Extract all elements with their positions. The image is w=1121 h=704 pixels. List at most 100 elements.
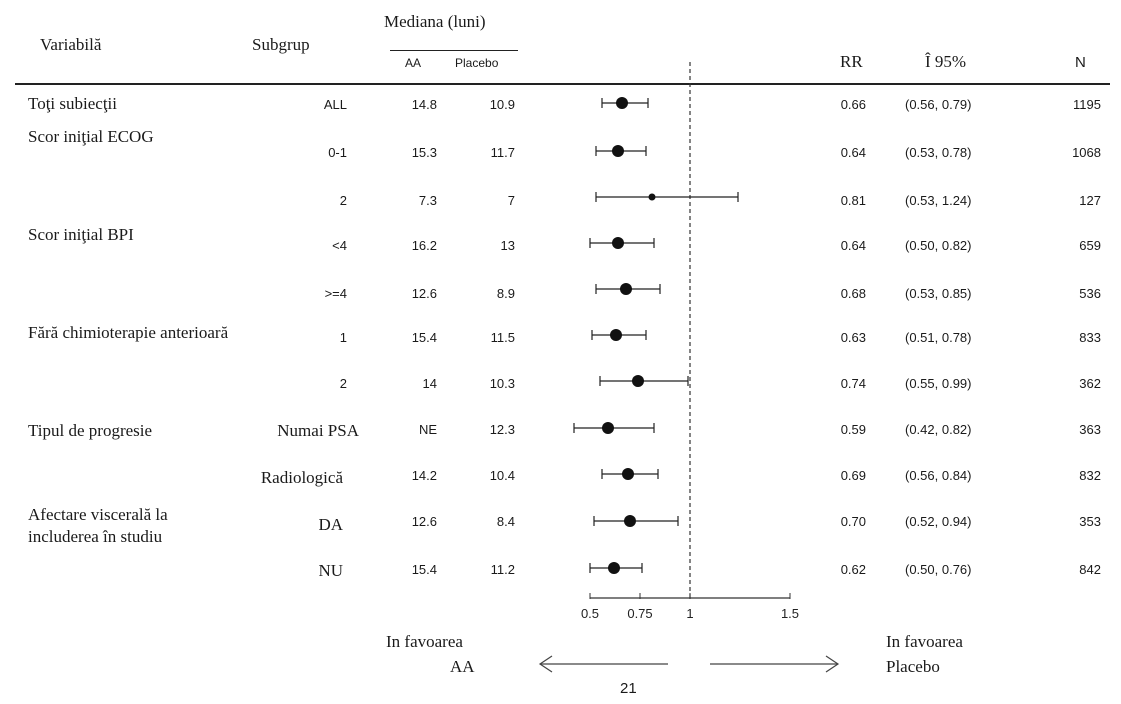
ci-value: (0.50, 0.76) <box>905 562 972 577</box>
rr-value: 0.81 <box>840 193 866 208</box>
aa-median: 15.3 <box>411 145 437 160</box>
subgroup-label: >=4 <box>324 286 347 301</box>
placebo-median: 11.2 <box>490 562 515 577</box>
point-estimate <box>624 515 636 527</box>
page-number: 21 <box>620 680 637 697</box>
x-tick-label: 1.5 <box>781 606 799 621</box>
favor-placebo-line2: Placebo <box>886 657 940 676</box>
rr-value: 0.70 <box>840 514 866 529</box>
var-bpi: Scor iniţial BPI <box>28 225 134 244</box>
n-value: 842 <box>1079 562 1101 577</box>
arrow-left-head <box>538 655 553 673</box>
subgroup-label: 2 <box>339 376 347 391</box>
aa-median: NE <box>418 422 437 437</box>
subgroup-label: NU <box>318 561 343 580</box>
favor-placebo-line1: In favoarea <box>886 632 963 651</box>
aa-median: 14 <box>422 376 437 391</box>
arrow-right-head <box>825 655 840 673</box>
n-value: 362 <box>1079 376 1101 391</box>
placebo-median: 10.4 <box>489 468 515 483</box>
x-tick-label: 0.75 <box>627 606 652 621</box>
aa-median: 7.3 <box>418 193 437 208</box>
point-estimate <box>616 97 628 109</box>
placebo-median: 10.3 <box>489 376 515 391</box>
header-ci: Î 95% <box>925 52 967 71</box>
x-tick-label: 1 <box>686 606 693 621</box>
rr-value: 0.69 <box>840 468 866 483</box>
header-placebo: Placebo <box>455 56 499 70</box>
var-all: Toţi subiecţii <box>28 94 117 113</box>
subgroup-label: Numai PSA <box>277 421 359 440</box>
placebo-median: 11.5 <box>490 330 515 345</box>
aa-median: 12.6 <box>411 286 437 301</box>
ci-value: (0.56, 0.84) <box>905 468 972 483</box>
point-estimate <box>608 562 620 574</box>
n-value: 833 <box>1079 330 1101 345</box>
subgroup-label: DA <box>318 515 343 534</box>
rr-value: 0.64 <box>840 238 866 253</box>
n-value: 659 <box>1079 238 1101 253</box>
aa-median: 14.8 <box>411 97 437 112</box>
placebo-median: 10.9 <box>489 97 515 112</box>
favor-aa-line1: In favoarea <box>386 632 463 651</box>
rr-value: 0.62 <box>840 562 866 577</box>
ci-value: (0.53, 0.78) <box>905 145 972 160</box>
header-median: Mediana (luni) <box>384 12 486 31</box>
placebo-median: 12.3 <box>489 422 515 437</box>
rr-value: 0.64 <box>840 145 866 160</box>
var-progression: Tipul de progresie <box>28 421 153 440</box>
median-divider <box>390 50 518 51</box>
placebo-median: 8.4 <box>496 514 515 529</box>
header-aa: AA <box>405 56 422 70</box>
subgroup-label: <4 <box>332 238 347 253</box>
aa-median: 15.4 <box>411 562 437 577</box>
aa-median: 12.6 <box>411 514 437 529</box>
var-chemo: Fără chimioterapie anterioară <box>28 323 229 342</box>
subgroup-label: 2 <box>339 193 347 208</box>
rr-value: 0.66 <box>840 97 866 112</box>
header-rr: RR <box>840 52 863 71</box>
var-visceral-line1: Afectare viscerală la <box>28 505 168 524</box>
n-value: 1068 <box>1072 145 1101 160</box>
header-variable: Variabilă <box>40 35 102 54</box>
ci-value: (0.53, 0.85) <box>905 286 972 301</box>
aa-median: 14.2 <box>411 468 437 483</box>
placebo-median: 7 <box>507 193 515 208</box>
ci-value: (0.50, 0.82) <box>905 238 972 253</box>
subgroup-label: ALL <box>323 97 347 112</box>
placebo-median: 11.7 <box>490 145 515 160</box>
rr-value: 0.74 <box>840 376 866 391</box>
n-value: 353 <box>1079 514 1101 529</box>
rr-value: 0.63 <box>840 330 866 345</box>
var-visceral-line2: includerea în studiu <box>28 527 163 546</box>
ci-value: (0.42, 0.82) <box>905 422 972 437</box>
n-value: 536 <box>1079 286 1101 301</box>
point-estimate <box>632 375 644 387</box>
point-estimate <box>612 145 624 157</box>
placebo-median: 8.9 <box>496 286 515 301</box>
n-value: 832 <box>1079 468 1101 483</box>
n-value: 1195 <box>1073 97 1101 112</box>
var-ecog: Scor iniţial ECOG <box>28 127 154 146</box>
subgroup-label: Radiologică <box>260 468 343 487</box>
n-value: 363 <box>1079 422 1101 437</box>
rr-value: 0.59 <box>840 422 866 437</box>
header-rule <box>15 83 1110 85</box>
rr-value: 0.68 <box>840 286 866 301</box>
point-estimate <box>612 237 624 249</box>
point-estimate <box>620 283 632 295</box>
aa-median: 15.4 <box>411 330 437 345</box>
favor-aa-line2: AA <box>450 657 475 676</box>
x-tick-label: 0.5 <box>581 606 599 621</box>
subgroup-label: 1 <box>339 330 347 345</box>
placebo-median: 13 <box>500 238 515 253</box>
header-subgroup: Subgrup <box>252 35 310 54</box>
ci-value: (0.53, 1.24) <box>905 193 972 208</box>
point-estimate <box>602 422 614 434</box>
subgroup-label: 0-1 <box>328 145 347 160</box>
aa-median: 16.2 <box>411 238 437 253</box>
header-n: N <box>1075 54 1086 71</box>
ci-value: (0.55, 0.99) <box>905 376 972 391</box>
